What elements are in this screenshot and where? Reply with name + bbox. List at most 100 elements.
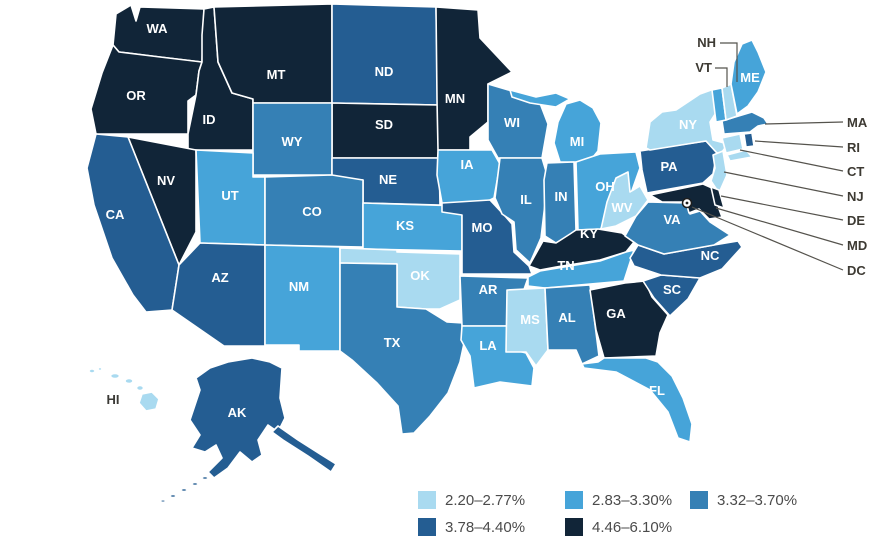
state-label-mi: MI — [570, 134, 584, 149]
state-me-shape — [730, 39, 767, 115]
state-label-ok: OK — [410, 268, 430, 283]
state-label-nv: NV — [157, 173, 175, 188]
state-tx-shape — [339, 262, 467, 435]
callout-line-vt — [715, 67, 728, 87]
state-label-al: AL — [558, 310, 575, 325]
state-de-shape — [710, 186, 725, 209]
state-label-va: VA — [663, 212, 681, 227]
state-label-ms: MS — [520, 312, 540, 327]
state-hi-island — [109, 372, 121, 380]
callout-line-ct — [739, 149, 844, 172]
state-ak-island — [201, 475, 209, 481]
state-nh-shape — [721, 83, 738, 121]
state-ga-shape — [589, 280, 669, 359]
callout-line-dc — [691, 206, 844, 271]
state-ak-island — [191, 481, 199, 487]
state-label-ut: UT — [221, 188, 238, 203]
callout-line-de — [720, 195, 844, 221]
callout-lines — [691, 42, 844, 271]
state-az-shape — [171, 242, 266, 347]
state-fl-shape — [581, 357, 693, 443]
callout-label-md: MD — [847, 238, 867, 253]
state-wv-shape — [600, 171, 649, 230]
state-ky-shape — [528, 228, 635, 271]
callout-label-nj: NJ — [847, 189, 864, 204]
state-label-il: IL — [520, 192, 532, 207]
state-label-me: ME — [740, 70, 760, 85]
state-hi-island — [124, 377, 134, 385]
state-label-oh: OH — [595, 179, 615, 194]
state-va-shape — [624, 201, 731, 255]
dc-marker-dot — [685, 201, 689, 205]
callout-line-ri — [754, 140, 844, 148]
state-ri-shape — [743, 132, 755, 148]
callout-line-nj — [723, 171, 844, 197]
state-label-id: ID — [203, 112, 216, 127]
state-ny-shape — [645, 88, 729, 154]
state-nd-shape — [331, 3, 439, 106]
state-or-shape — [90, 44, 203, 135]
state-label-or: OR — [126, 88, 146, 103]
state-mi-upper-shape — [509, 89, 571, 108]
state-label-ky: KY — [580, 226, 598, 241]
state-ak-island — [169, 493, 177, 499]
state-labels: WA OR ID MT NV CA UT WY CO AZ NM KS OK T… — [106, 21, 760, 420]
dc-marker — [681, 197, 693, 209]
state-hi-island — [97, 366, 103, 372]
state-label-in: IN — [555, 189, 568, 204]
state-label-nd: ND — [375, 64, 394, 79]
state-mt-shape — [213, 3, 333, 104]
state-label-pa: PA — [660, 159, 678, 174]
callout-label-de: DE — [847, 213, 865, 228]
state-label-la: LA — [479, 338, 497, 353]
state-label-fl: FL — [649, 383, 665, 398]
state-ct-shape — [721, 133, 744, 154]
state-label-ne: NE — [379, 172, 397, 187]
callout-label-dc: DC — [847, 263, 866, 278]
state-mi-shape — [553, 99, 602, 163]
state-label-nm: NM — [289, 279, 309, 294]
state-label-tn: TN — [557, 258, 574, 273]
state-label-tx: TX — [384, 335, 401, 350]
callout-label-ct: CT — [847, 164, 864, 179]
state-ny-long-island-shape — [726, 149, 753, 162]
state-label-hi: HI — [107, 392, 120, 407]
callout-labels: NH VT MA RI CT NJ DE MD DC — [695, 35, 867, 278]
state-shapes — [86, 3, 769, 504]
state-label-ks: KS — [396, 218, 414, 233]
state-il-shape — [494, 157, 549, 264]
state-ak-island — [180, 487, 188, 493]
state-label-co: CO — [302, 204, 322, 219]
callout-label-ri: RI — [847, 140, 860, 155]
state-ma-shape — [721, 111, 769, 135]
state-ak-panhandle-shape — [271, 425, 337, 473]
state-label-mo: MO — [472, 220, 493, 235]
callout-line-md — [715, 207, 844, 246]
callout-label-vt: VT — [695, 60, 712, 75]
state-label-ny: NY — [679, 117, 697, 132]
state-ca-shape — [86, 133, 180, 313]
state-label-wa: WA — [147, 21, 169, 36]
state-ak-island — [159, 498, 167, 504]
state-label-wv: WV — [612, 200, 633, 215]
callout-label-nh: NH — [697, 35, 716, 50]
state-label-ca: CA — [106, 207, 125, 222]
state-label-wy: WY — [282, 134, 303, 149]
state-ak-shape — [189, 357, 286, 479]
state-hi-island — [88, 368, 96, 374]
callout-line-nh — [720, 42, 738, 82]
state-label-wi: WI — [504, 115, 520, 130]
state-label-ia: IA — [461, 157, 475, 172]
state-label-mn: MN — [445, 91, 465, 106]
state-label-mt: MT — [267, 67, 286, 82]
state-label-sc: SC — [663, 282, 682, 297]
callout-label-ma: MA — [847, 115, 868, 130]
callout-line-ma — [764, 121, 844, 125]
state-label-ga: GA — [606, 306, 626, 321]
state-label-az: AZ — [211, 270, 228, 285]
state-hi-big-island-shape — [138, 391, 160, 412]
state-label-sd: SD — [375, 117, 393, 132]
state-label-nc: NC — [701, 248, 720, 263]
